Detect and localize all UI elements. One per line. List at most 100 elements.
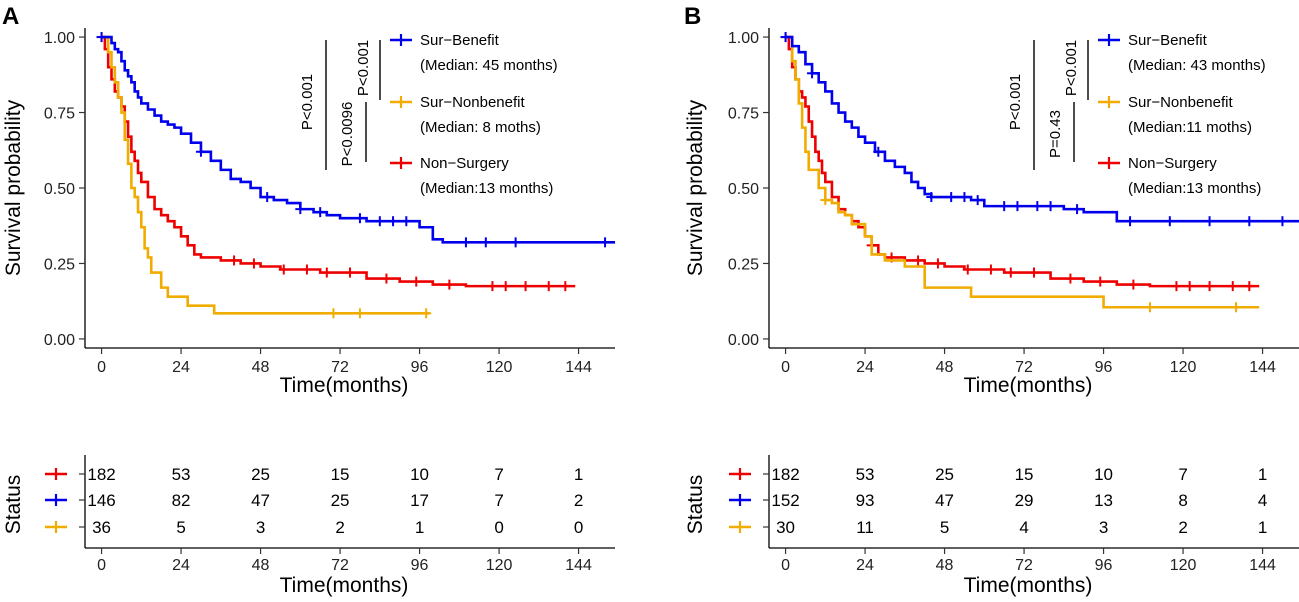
risk-x-axis-title: Time(months) <box>964 574 1093 597</box>
risk-count: 1 <box>415 518 424 537</box>
y-tick-label: 0.75 <box>728 106 759 123</box>
risk-x-tick-label: 72 <box>331 557 349 574</box>
risk-count: 15 <box>331 465 350 484</box>
y-tick-label: 0.25 <box>728 256 759 273</box>
y-tick-label: 0.00 <box>728 332 759 349</box>
risk-count: 11 <box>856 518 874 537</box>
risk-count: 29 <box>1015 491 1034 510</box>
x-tick-label: 96 <box>1095 359 1113 376</box>
legend-label: Sur−Nonbenefit <box>420 94 525 111</box>
y-tick-label: 1.00 <box>728 30 759 47</box>
x-tick-label: 144 <box>1249 359 1276 376</box>
risk-count: 182 <box>771 465 799 484</box>
panel-letter: A <box>2 3 19 30</box>
risk-count: 3 <box>256 518 265 537</box>
legend-label: Non−Surgery <box>1128 155 1217 172</box>
risk-x-tick-label: 24 <box>172 557 190 574</box>
km-curve-0 <box>101 35 615 244</box>
risk-count: 8 <box>1178 491 1187 510</box>
pvalue-label: P<0.0096 <box>339 102 356 167</box>
pvalue-label: P<0.001 <box>1063 40 1080 96</box>
risk-count: 182 <box>87 465 115 484</box>
risk-count: 36 <box>92 518 111 537</box>
km-curve-1 <box>785 35 1260 309</box>
y-tick-label: 0.25 <box>44 256 75 273</box>
y-axis-title: Survival probability <box>684 99 707 276</box>
legend-label: Sur−Benefit <box>1128 32 1208 49</box>
risk-count: 3 <box>1099 518 1108 537</box>
legend-label: Non−Surgery <box>420 155 509 172</box>
x-tick-label: 96 <box>411 359 429 376</box>
x-tick-label: 144 <box>565 359 592 376</box>
x-tick-label: 120 <box>1170 359 1197 376</box>
risk-x-tick-label: 96 <box>411 557 429 574</box>
risk-count: 5 <box>176 518 185 537</box>
legend-median: (Median:11 moths) <box>1128 119 1252 136</box>
risk-count: 93 <box>856 491 875 510</box>
pvalue-label: P<0.001 <box>1007 74 1024 130</box>
x-tick-label: 0 <box>781 359 790 376</box>
risk-count: 2 <box>574 491 583 510</box>
km-curve-2 <box>785 35 1260 288</box>
risk-count: 152 <box>771 491 799 510</box>
legend-median: (Median: 8 moths) <box>420 119 541 136</box>
risk-count: 13 <box>1094 491 1113 510</box>
risk-count: 17 <box>410 491 429 510</box>
x-tick-label: 48 <box>252 359 270 376</box>
risk-count: 25 <box>251 465 270 484</box>
risk-count: 0 <box>574 518 583 537</box>
risk-y-axis-title: Status <box>684 475 707 535</box>
risk-count: 25 <box>331 491 350 510</box>
risk-x-axis-title: Time(months) <box>280 574 409 597</box>
risk-y-axis-title: Status <box>2 475 25 535</box>
x-axis-title: Time(months) <box>280 374 409 397</box>
risk-count: 1 <box>1258 518 1267 537</box>
risk-count: 53 <box>856 465 875 484</box>
x-tick-label: 24 <box>172 359 190 376</box>
pvalue-label: P<0.001 <box>299 74 316 130</box>
risk-x-tick-label: 0 <box>781 557 790 574</box>
y-axis-title: Survival probability <box>2 99 25 276</box>
risk-x-tick-label: 48 <box>936 557 954 574</box>
legend-label: Sur−Benefit <box>420 32 500 49</box>
x-tick-label: 72 <box>331 359 349 376</box>
risk-count: 10 <box>1094 465 1113 484</box>
risk-x-tick-label: 48 <box>252 557 270 574</box>
panel-b: B0.000.250.500.751.000 24 48 72 96 120 144Time… <box>684 3 1299 597</box>
y-tick-label: 0.50 <box>44 181 75 198</box>
risk-x-tick-label: 144 <box>565 557 592 574</box>
risk-count: 30 <box>776 518 795 537</box>
y-tick-label: 0.00 <box>44 332 75 349</box>
y-tick-label: 1.00 <box>44 30 75 47</box>
risk-count: 10 <box>410 465 429 484</box>
risk-count: 25 <box>935 465 954 484</box>
risk-x-tick-label: 24 <box>856 557 874 574</box>
risk-count: 4 <box>1019 518 1028 537</box>
risk-x-tick-label: 120 <box>1170 557 1197 574</box>
risk-count: 47 <box>251 491 270 510</box>
legend-median: (Median: 43 months) <box>1128 57 1266 74</box>
risk-count: 7 <box>494 465 503 484</box>
risk-count: 146 <box>87 491 115 510</box>
x-tick-label: 48 <box>936 359 954 376</box>
risk-x-tick-label: 96 <box>1095 557 1113 574</box>
panel-a: A0.000.250.500.751.000 24 48 72 96 120 144Time… <box>2 3 615 597</box>
y-tick-label: 0.50 <box>728 181 759 198</box>
risk-count: 7 <box>494 491 503 510</box>
risk-count: 1 <box>1258 465 1267 484</box>
risk-count: 2 <box>335 518 344 537</box>
panel-letter: B <box>684 3 701 30</box>
risk-count: 82 <box>172 491 191 510</box>
x-tick-label: 120 <box>486 359 513 376</box>
legend-median: (Median:13 months) <box>420 180 553 197</box>
legend-median: (Median:13 months) <box>1128 180 1261 197</box>
legend-label: Sur−Nonbenefit <box>1128 94 1233 111</box>
risk-count: 5 <box>940 518 949 537</box>
risk-x-tick-label: 120 <box>486 557 513 574</box>
risk-count: 0 <box>494 518 503 537</box>
risk-count: 4 <box>1258 491 1267 510</box>
risk-x-tick-label: 72 <box>1015 557 1033 574</box>
km-curve-1 <box>101 35 430 315</box>
risk-count: 47 <box>935 491 954 510</box>
